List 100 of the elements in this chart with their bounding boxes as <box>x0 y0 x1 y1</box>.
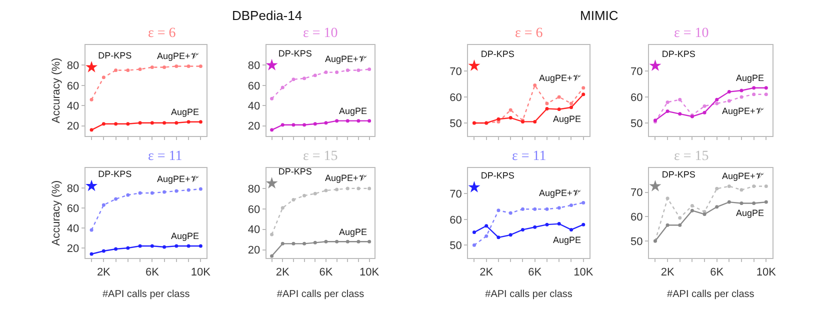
point <box>666 100 670 104</box>
point <box>174 244 178 248</box>
y-tick-label: 80 <box>248 183 260 196</box>
x-axis-title: #API calls per class <box>485 288 572 300</box>
point <box>569 228 573 232</box>
point <box>557 107 561 111</box>
point <box>582 92 586 96</box>
series-label: DP-KPS <box>662 169 696 180</box>
point <box>533 207 537 211</box>
point <box>90 228 94 232</box>
point <box>356 68 360 72</box>
series-label: AugPE+𝒱̃ <box>539 188 582 198</box>
point <box>138 68 142 72</box>
y-tick-label: 60 <box>66 202 80 215</box>
point <box>690 208 694 212</box>
point <box>102 76 106 80</box>
point <box>764 200 768 204</box>
point <box>690 204 694 208</box>
y-tick-label: 60 <box>248 204 260 216</box>
point <box>186 188 190 192</box>
point <box>545 207 549 211</box>
point <box>346 186 350 190</box>
point <box>292 198 296 202</box>
point <box>266 58 278 70</box>
point <box>270 128 274 132</box>
y-tick-label: 40 <box>66 100 80 113</box>
point <box>368 186 372 190</box>
point <box>280 123 284 127</box>
point <box>335 188 339 192</box>
point <box>520 207 524 211</box>
point <box>678 223 682 227</box>
series-label: AugPE+𝒱̃ <box>325 54 368 64</box>
point <box>569 102 573 106</box>
point <box>292 242 296 246</box>
point <box>292 123 296 127</box>
point <box>114 68 118 72</box>
point <box>715 98 719 102</box>
point <box>496 117 500 121</box>
x-tick-label: 6K <box>710 266 724 278</box>
chart-title: ε = 11 <box>512 149 546 164</box>
point <box>666 223 670 227</box>
point <box>508 108 512 112</box>
point <box>533 120 537 124</box>
y-axis-title: Accuracy (%) <box>50 180 63 246</box>
point <box>545 222 549 226</box>
point <box>102 122 106 126</box>
point <box>335 240 339 244</box>
point <box>468 180 480 192</box>
point <box>174 64 178 68</box>
point <box>114 197 118 201</box>
chart-title: ε = 10 <box>303 26 338 41</box>
y-tick-label: 60 <box>248 80 260 92</box>
point <box>162 121 166 125</box>
point <box>138 244 142 248</box>
point <box>270 232 274 236</box>
y-tick-label: 50 <box>450 240 462 252</box>
point <box>715 205 719 209</box>
x-tick-label: 10K <box>574 266 594 278</box>
series-label: AugPE <box>736 208 764 218</box>
point <box>335 119 339 123</box>
y-tick-label: 70 <box>630 66 643 78</box>
point <box>678 112 682 116</box>
point <box>356 240 360 244</box>
series-label: AugPE <box>553 235 582 245</box>
point <box>569 204 573 208</box>
point <box>102 203 106 207</box>
point <box>90 128 94 132</box>
y-tick-label: 20 <box>248 244 260 257</box>
series-label: AugPE <box>339 227 368 237</box>
point <box>266 177 278 188</box>
y-tick-label: 40 <box>248 100 260 113</box>
series-label: DP-KPS <box>278 166 312 176</box>
point <box>270 254 274 258</box>
point <box>356 119 360 123</box>
series-label: AugPE <box>171 107 200 117</box>
y-tick-label: 60 <box>450 92 462 104</box>
point <box>496 208 500 212</box>
x-tick-label: 6K <box>319 266 334 278</box>
point <box>649 60 662 71</box>
point <box>162 65 166 69</box>
point <box>302 194 306 198</box>
point <box>186 120 190 124</box>
point <box>727 90 731 94</box>
point <box>302 242 306 246</box>
point <box>138 121 142 125</box>
chart-title: ε = 6 <box>148 26 176 41</box>
point <box>368 240 372 244</box>
point <box>557 206 561 210</box>
point <box>335 70 339 74</box>
y-tick-label: 80 <box>66 60 80 72</box>
chart-title: ε = 15 <box>303 149 338 164</box>
point <box>198 64 202 68</box>
point <box>715 186 719 190</box>
series-label: AugPE <box>553 114 582 124</box>
point <box>150 191 154 195</box>
y-tick-label: 50 <box>630 118 643 130</box>
point <box>313 74 317 78</box>
point <box>114 247 118 251</box>
point <box>545 102 549 106</box>
x-axis-title: #API calls per class <box>667 288 754 300</box>
